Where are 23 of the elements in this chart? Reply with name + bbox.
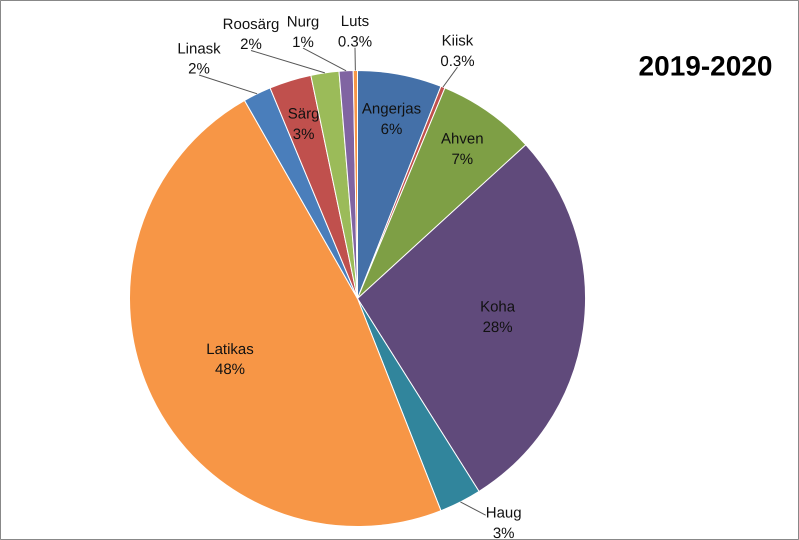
data-label: 0.3% bbox=[440, 52, 475, 70]
slice-label: Koha bbox=[480, 298, 516, 316]
data-label: 6% bbox=[380, 120, 402, 138]
slice-label: Linask bbox=[177, 40, 222, 58]
data-label: 1% bbox=[292, 34, 314, 51]
data-label: 2% bbox=[188, 60, 210, 78]
data-label: 28% bbox=[482, 319, 513, 336]
text: 2019-2020 bbox=[638, 50, 772, 82]
data-label: 0.3% bbox=[338, 33, 372, 50]
slice-label: Angerjas bbox=[362, 100, 422, 118]
data-label: 3% bbox=[492, 524, 515, 540]
slice-label: Roosärg bbox=[222, 16, 280, 33]
data-label: 3% bbox=[292, 126, 314, 143]
slice-label: Särg bbox=[288, 106, 320, 123]
slice-label: Ahven bbox=[441, 130, 484, 148]
slice-label: Kiisk bbox=[442, 32, 474, 50]
slice-label: Nurg bbox=[286, 13, 320, 30]
data-label: 7% bbox=[451, 150, 474, 168]
data-label: 2% bbox=[240, 36, 262, 54]
slice-label: Luts bbox=[340, 13, 370, 30]
slice-label: Haug bbox=[486, 504, 522, 522]
slice-label: Latikas bbox=[206, 340, 254, 358]
data-label: 48% bbox=[214, 361, 246, 378]
